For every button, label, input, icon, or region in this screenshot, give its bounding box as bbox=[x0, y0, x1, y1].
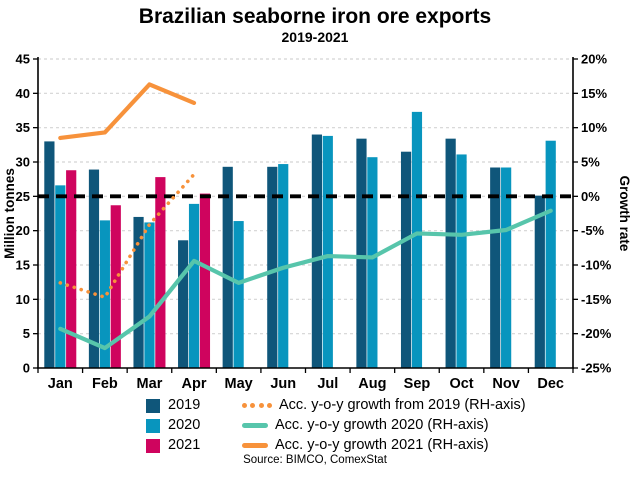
plot-area: 0 5 10 15 20 25 30 35 40 45 -25% -20% -15% -10% -5% 0% 5… bbox=[2, 52, 630, 393]
bar-2020-May bbox=[233, 221, 244, 368]
bar-2020-Dec bbox=[545, 140, 556, 368]
bar-2019-Jun bbox=[267, 166, 278, 368]
legend-label: Acc. y-o-y growth 2021 (RH-axis) bbox=[275, 437, 489, 453]
bar-2020-Nov bbox=[501, 167, 512, 368]
legend-solid-line-swatch bbox=[242, 443, 268, 448]
right-axis-tick-label: 15% bbox=[581, 86, 607, 101]
bar-2020-Jul bbox=[322, 135, 333, 368]
month-label: Sep bbox=[404, 376, 431, 392]
legend-row: 2020 Acc. y-o-y growth 2020 (RH-axis) bbox=[146, 416, 526, 435]
bar-2021-Feb bbox=[110, 205, 121, 368]
bar-2019-May bbox=[222, 166, 233, 368]
bar-2020-Apr bbox=[188, 203, 200, 368]
source-text: Source: BIMCO, ComexStat bbox=[243, 454, 387, 466]
month-label: Jun bbox=[270, 376, 296, 392]
bar-2019-Oct bbox=[445, 138, 456, 368]
bar-2021-Mar bbox=[155, 177, 166, 368]
bar-2019-Mar bbox=[133, 216, 144, 368]
month-label: Nov bbox=[492, 376, 519, 392]
chart-title: Brazilian seaborne iron ore exports bbox=[138, 5, 492, 28]
bar-2020-Oct bbox=[456, 154, 467, 368]
left-axis-tick-label: 40 bbox=[16, 86, 30, 101]
legend-item-2020: 2020 bbox=[146, 416, 242, 435]
right-axis-tick-label: 0% bbox=[581, 189, 600, 204]
right-axis-tick-label: 10% bbox=[581, 120, 607, 135]
left-axis-tick-label: 45 bbox=[16, 52, 30, 67]
right-axis-tick-label: 5% bbox=[581, 155, 600, 170]
legend-item-acc-y-o-y-growth-2020-rh-axis-: Acc. y-o-y growth 2020 (RH-axis) bbox=[242, 416, 489, 435]
legend-label: 2020 bbox=[168, 417, 201, 433]
bar-2019-Feb bbox=[88, 169, 100, 368]
left-axis-tick-label: 25 bbox=[16, 189, 30, 204]
bar-2020-Aug bbox=[367, 157, 378, 368]
bar-2020-Mar bbox=[144, 222, 155, 368]
left-axis-tick-label: 5 bbox=[23, 326, 30, 341]
legend-item-acc-y-o-y-growth-from-2019-rh-axis-: Acc. y-o-y growth from 2019 (RH-axis) bbox=[242, 396, 526, 415]
right-axis-tick-label: -25% bbox=[581, 361, 612, 376]
month-label: May bbox=[225, 376, 253, 392]
month-label: Feb bbox=[92, 376, 118, 392]
bar-2020-Sep bbox=[411, 111, 423, 368]
bar-2019-Sep bbox=[400, 151, 412, 368]
legend-label: Acc. y-o-y growth from 2019 (RH-axis) bbox=[279, 397, 526, 413]
legend-item-2019: 2019 bbox=[146, 396, 242, 415]
right-axis-tick-label: -15% bbox=[581, 292, 612, 307]
left-axis-tick-label: 35 bbox=[16, 120, 30, 135]
left-axis-tick-label: 30 bbox=[16, 155, 30, 170]
bar-2020-Jan bbox=[55, 185, 66, 368]
left-axis-tick-label: 20 bbox=[16, 223, 30, 238]
bar-2019-Aug bbox=[356, 138, 367, 368]
legend-label: 2021 bbox=[168, 437, 201, 453]
legend-row: 2019 Acc. y-o-y growth from 2019 (RH-axis… bbox=[146, 396, 526, 415]
legend-label: 2019 bbox=[168, 397, 201, 413]
legend-label: Acc. y-o-y growth 2020 (RH-axis) bbox=[275, 417, 489, 433]
chart-subtitle: 2019-2021 bbox=[281, 29, 349, 45]
month-label: Jul bbox=[317, 376, 338, 392]
line-acc-y-o-y-growth-from-2019-rh-axis- bbox=[58, 172, 196, 300]
month-label: Dec bbox=[537, 376, 564, 392]
left-axis-tick-label: 15 bbox=[16, 258, 30, 273]
bar-2021-Apr bbox=[199, 193, 211, 368]
right-axis-tick-label: -20% bbox=[581, 326, 612, 341]
legend: 2019 Acc. y-o-y growth from 2019 (RH-axis… bbox=[146, 396, 526, 455]
month-label: Mar bbox=[137, 376, 163, 392]
month-label: Apr bbox=[182, 376, 207, 392]
line-acc-y-o-y-growth-2021-rh-axis- bbox=[58, 82, 197, 141]
left-axis-tick-label: 10 bbox=[16, 292, 30, 307]
legend-square-swatch bbox=[146, 418, 160, 433]
bar-2020-Feb bbox=[99, 220, 110, 368]
bar-2019-Jul bbox=[311, 134, 322, 368]
line-acc-y-o-y-growth-2020-rh-axis- bbox=[58, 208, 553, 351]
legend-solid-line-swatch bbox=[242, 423, 268, 428]
month-label: Aug bbox=[358, 376, 386, 392]
legend-square-swatch bbox=[146, 438, 160, 453]
legend-row: 2021 Acc. y-o-y growth 2021 (RH-axis) bbox=[146, 436, 526, 455]
bar-2019-Dec bbox=[534, 195, 545, 368]
left-axis-title: Million tonnes bbox=[2, 168, 17, 259]
left-axis-tick-label: 0 bbox=[23, 361, 30, 376]
bar-2019-Apr bbox=[178, 240, 189, 368]
month-label: Jan bbox=[48, 376, 73, 392]
right-axis-title: Growth rate bbox=[617, 176, 630, 252]
legend-square-swatch bbox=[146, 398, 160, 413]
bar-2019-Nov bbox=[490, 167, 501, 368]
legend-item-2021: 2021 bbox=[146, 436, 242, 455]
legend-dotted-line-swatch bbox=[242, 403, 272, 408]
legend-item-acc-y-o-y-growth-2021-rh-axis-: Acc. y-o-y growth 2021 (RH-axis) bbox=[242, 436, 489, 455]
right-axis-tick-label: 20% bbox=[581, 52, 607, 67]
bar-2021-Jan bbox=[66, 170, 77, 368]
right-axis-tick-label: -10% bbox=[581, 258, 612, 273]
right-axis-tick-label: -5% bbox=[581, 223, 605, 238]
bar-2019-Jan bbox=[44, 141, 55, 368]
month-label: Oct bbox=[449, 376, 473, 392]
